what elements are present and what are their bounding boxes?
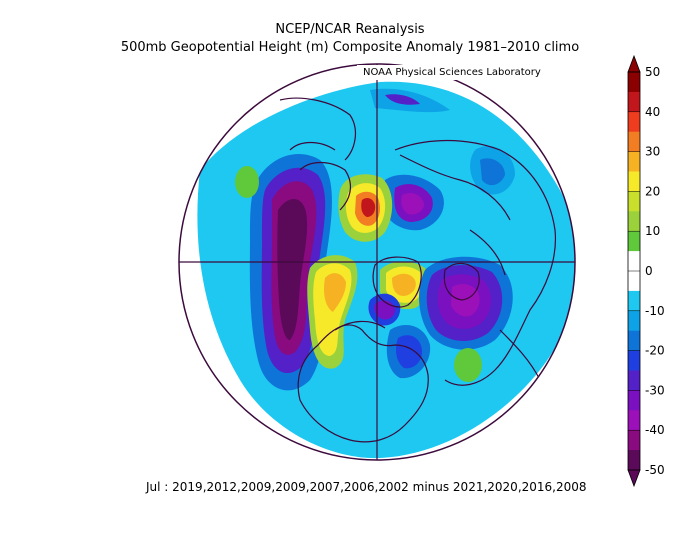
colorbar-swatch <box>628 211 640 232</box>
colorbar-tick-label: 50 <box>645 65 660 79</box>
figure-subtitle: 500mb Geopotential Height (m) Composite … <box>120 40 580 55</box>
credit-label: NOAA Physical Sciences Laboratory <box>357 65 570 80</box>
colorbar-swatch <box>628 251 640 272</box>
colorbar-swatch <box>628 111 640 133</box>
colorbar-swatch <box>628 430 640 451</box>
pos-west-pacific <box>235 166 259 198</box>
neg-pacific-center <box>277 198 308 340</box>
colorbar-swatch <box>628 91 640 113</box>
colorbar-tick-label: -10 <box>645 304 665 318</box>
colorbar-min-arrow <box>627 469 641 488</box>
colorbar-tick-label: 40 <box>645 105 660 119</box>
colorbar-swatch <box>628 271 640 292</box>
composite-caption: Jul : 2019,2012,2009,2009,2007,2006,2002… <box>146 480 587 494</box>
colorbar-swatch <box>628 350 640 371</box>
colorbar-swatch <box>628 370 640 391</box>
figure-title: NCEP/NCAR Reanalysis <box>275 22 425 37</box>
colorbar-swatch <box>628 410 640 431</box>
colorbar-tick-label: 30 <box>645 145 660 159</box>
colorbar-swatch <box>628 72 640 93</box>
colorbar-swatch <box>628 171 640 192</box>
colorbar-swatch <box>628 191 640 212</box>
colorbar-swatch <box>628 310 640 332</box>
colorbar-swatch <box>628 151 640 172</box>
colorbar: 50 40 30 20 10 0 -10 -20 -30 -40 -50 <box>627 54 665 488</box>
colorbar-swatch <box>628 330 640 352</box>
colorbar-swatch <box>628 131 640 153</box>
colorbar-tick-label: -50 <box>645 463 665 477</box>
colorbar-tick-label: -40 <box>645 423 665 437</box>
anomaly-field <box>179 64 575 460</box>
colorbar-swatch <box>628 450 640 471</box>
colorbar-tick-label: 10 <box>645 224 660 238</box>
colorbar-tick-label: -20 <box>645 344 665 358</box>
colorbar-tick-label: 0 <box>645 264 653 278</box>
map-boundary <box>178 63 576 461</box>
colorbar-tick-label: -30 <box>645 383 665 397</box>
colorbar-swatch <box>628 390 640 411</box>
colorbar-swatch <box>628 290 640 312</box>
coastlines <box>279 97 557 460</box>
colorbar-tick-label: 20 <box>645 184 660 198</box>
colorbar-max-arrow <box>627 54 641 73</box>
pos-atlantic <box>454 348 482 382</box>
colorbar-swatch <box>628 231 640 252</box>
